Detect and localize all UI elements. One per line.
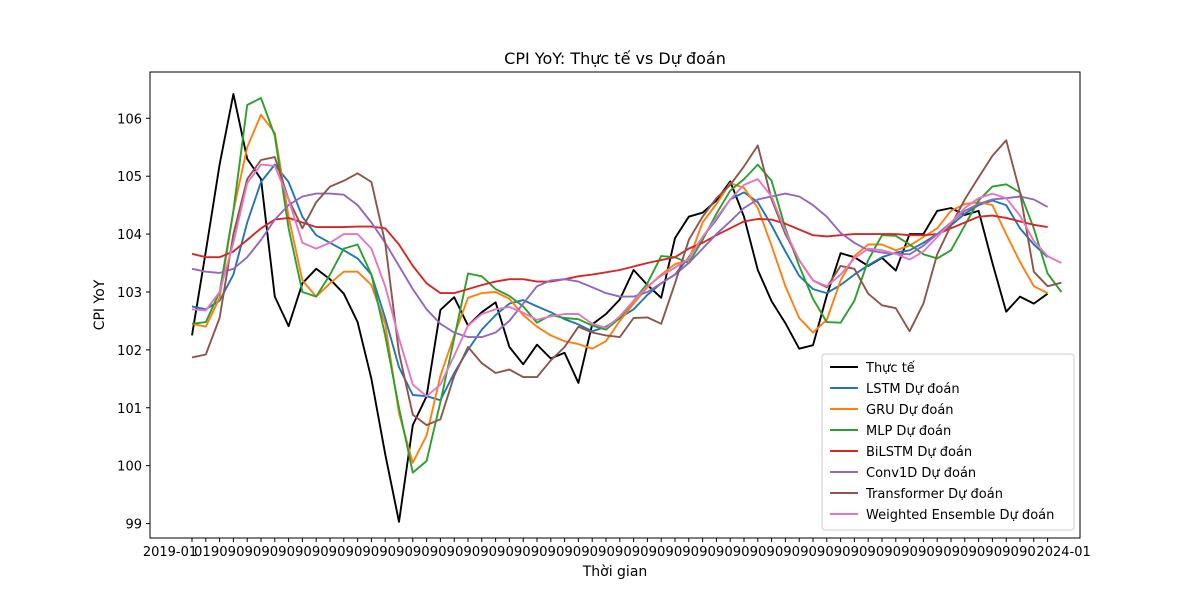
series-line-5 (191, 192, 1049, 339)
series-line-4 (191, 214, 1048, 295)
y-tick-label: 105 (117, 170, 142, 185)
legend-label: BiLSTM Dự đoán (866, 445, 972, 460)
series-line-6 (191, 139, 1062, 427)
y-tick-label: 102 (117, 344, 142, 359)
legend-label: Transformer Dự đoán (865, 487, 1003, 502)
plot-frame (149, 71, 1081, 539)
x-tick-label-last: 2024-01 (1036, 545, 1090, 560)
x-axis-label: Thời gian (582, 564, 648, 580)
y-tick-label: 103 (117, 286, 142, 301)
y-tick-label: 104 (117, 228, 142, 243)
y-tick-label: 99 (125, 518, 142, 533)
legend-label: LSTM Dự đoán (866, 382, 960, 397)
legend-label: MLP Dự đoán (866, 424, 951, 439)
series-line-2 (191, 113, 1049, 464)
legend-label: GRU Dự đoán (866, 403, 954, 418)
y-axis: 99 100 101 102 103 104 105 106 (117, 112, 150, 533)
y-tick-label: 100 (117, 460, 142, 475)
x-tick-labels-overlap: 0190909090909090909090909090909090909090… (194, 545, 1036, 560)
legend-label: Thực tế (865, 361, 915, 376)
y-tick-label: 106 (117, 112, 142, 127)
legend-label: Conv1D Dự đoán (866, 466, 976, 481)
y-axis-label: CPI YoY (92, 279, 108, 330)
chart-title: CPI YoY: Thực tế vs Dự đoán (504, 49, 726, 68)
legend-label: Weighted Ensemble Dự đoán (866, 508, 1054, 523)
series-line-7 (191, 163, 1062, 398)
x-axis: 2019-01 2024-0101909090909090909090909090… (143, 538, 1091, 560)
plot-area (191, 93, 1063, 523)
legend-box (821, 353, 1075, 531)
y-tick-label: 101 (117, 402, 142, 417)
legend: Thực tế LSTM Dự đoán GRU Dự đoán MLP Dự đoá… (821, 353, 1075, 531)
x-tick-label-first: 2019-01 (143, 545, 197, 560)
